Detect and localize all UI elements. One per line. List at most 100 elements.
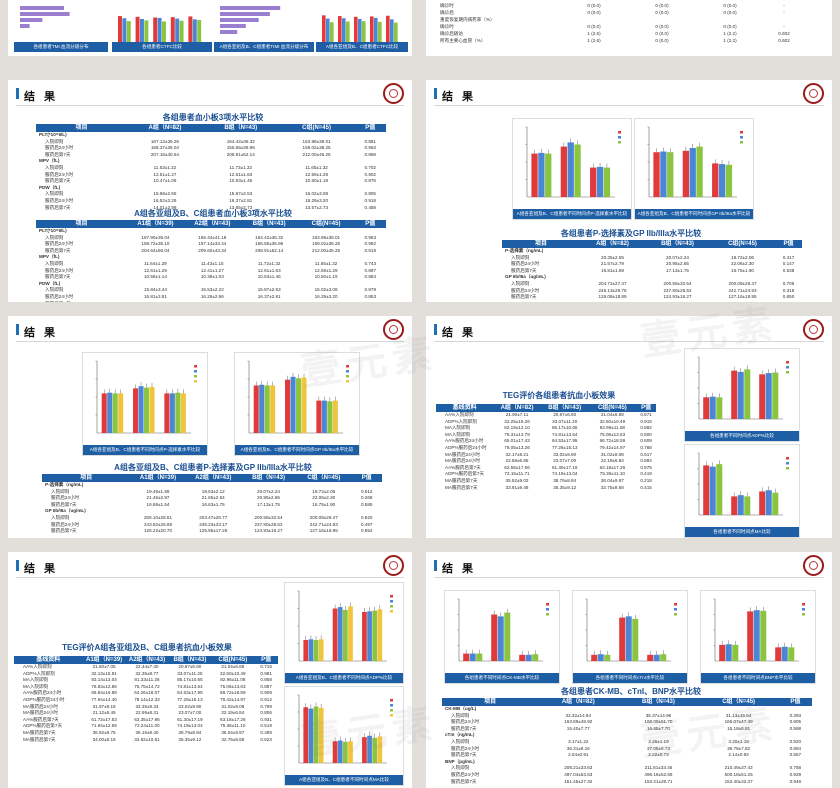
table-cell: 0.417 bbox=[782, 254, 795, 260]
bar bbox=[725, 164, 733, 197]
bar-chart-pselectin: A组各亚组及B、C组患者不同时间点P-选择素水平比较 bbox=[512, 118, 632, 220]
bar bbox=[118, 393, 124, 433]
legend-swatch bbox=[390, 610, 393, 613]
table-row: AA%入院即刻 21.90±7.11 20.87±6.60 21.04±6.88 0.6… bbox=[436, 412, 656, 419]
table-cell: 200.58±32.54 bbox=[254, 514, 283, 520]
table-cell: 20.35±2.55 bbox=[601, 254, 624, 260]
table-row: 服药后24小时 246.13±29.75 237.80±28.62 242.71±24… bbox=[502, 288, 802, 295]
table-cell bbox=[645, 274, 710, 281]
bar bbox=[744, 369, 751, 419]
hbar bbox=[220, 30, 238, 34]
bar bbox=[574, 144, 581, 197]
table-header-cell: C组(N=45) bbox=[302, 125, 331, 131]
chart-caption: 各组患者CTFC比较 bbox=[112, 42, 212, 52]
table-cell: 服药后24小时 bbox=[511, 261, 540, 267]
bar bbox=[377, 609, 383, 661]
table-row: ADP%服药后第7天 71.94±12.59 72.24±11.00 74.19±13… bbox=[14, 723, 278, 730]
table-cell: 36.92±8.75 bbox=[92, 729, 116, 735]
chart-svg bbox=[247, 360, 349, 434]
chart-svg bbox=[713, 598, 805, 662]
table-cell bbox=[298, 254, 355, 261]
table-cell bbox=[184, 254, 241, 261]
legend-swatch bbox=[194, 375, 197, 378]
table-row: AA%服药后第7天 61.72±17.53 63.35±17.95 61.30±17.… bbox=[14, 717, 278, 724]
bar bbox=[667, 152, 674, 197]
table-cell: 0.716 bbox=[260, 664, 272, 669]
table-cell bbox=[203, 158, 279, 165]
hbar-svg bbox=[20, 6, 70, 28]
table-cell: 0.884 bbox=[640, 458, 652, 464]
table-cell: - bbox=[783, 10, 785, 15]
table-cell: 63.18±17.26 bbox=[220, 716, 246, 722]
table-row: MA服药后第7天 34.00±8.19 33.82±10.61 35.35±9.12 3… bbox=[14, 737, 278, 744]
table-cell: 237.80±28.62 bbox=[663, 287, 692, 293]
table-row: 服药后24小时 159.72±35.10 157.14±33.44 156.55±36… bbox=[36, 241, 386, 248]
bar bbox=[716, 464, 723, 515]
table-cell: 0.963 bbox=[364, 145, 376, 151]
table-cell: 0.909 bbox=[260, 690, 272, 696]
table-cell bbox=[127, 132, 203, 139]
table-cell: 12.61±1.29 bbox=[143, 267, 167, 273]
table-row: MA入院即刻 82.19±12.10 85.17±10.65 82.96±11.08 0… bbox=[436, 425, 656, 432]
title-accent bbox=[434, 560, 437, 571]
table-cell bbox=[296, 482, 351, 489]
table-row: 服药后第7天 126.08±18.89 124.93±16.27 127.16±18.… bbox=[502, 294, 802, 301]
legend-swatch bbox=[390, 709, 393, 712]
table-cell: 65.84±16.88 bbox=[91, 690, 117, 696]
table-row: MA服药后第7天 35.52±9.02 38.79±8.94 36.04±9.97 0.… bbox=[436, 478, 656, 485]
table-cell bbox=[764, 16, 804, 23]
table-cell: 10.39±1.03 bbox=[200, 274, 224, 280]
table-cell bbox=[645, 248, 710, 255]
table-cell: 61.30±17.19 bbox=[177, 716, 203, 722]
table-cell: 0 (0.0) bbox=[655, 3, 669, 8]
table-row: 入院即刻 204.72±27.47 200.58±32.54 200.08±28.47… bbox=[502, 281, 802, 288]
table-cell: 158.37±36.04 bbox=[150, 145, 179, 151]
table-cell bbox=[241, 254, 298, 261]
bar bbox=[775, 647, 782, 661]
table-cell bbox=[241, 508, 296, 515]
title-accent bbox=[434, 88, 437, 99]
vbar bbox=[326, 18, 330, 42]
table-cell: 0.497 bbox=[360, 521, 373, 527]
table-cell: 33.02±9.90 bbox=[553, 451, 577, 457]
table-cell: 35.52±9.02 bbox=[505, 477, 529, 483]
table-cell: 82.96±11.08 bbox=[599, 425, 625, 431]
table-cell: 0.805 bbox=[364, 191, 376, 197]
table-cell: 36.78±7.82 bbox=[727, 745, 751, 751]
table-cell: 0.809 bbox=[640, 438, 652, 444]
bar-chart-sub-pselectin: A组各亚组及B、C组患者不同时间点P-选择素水平比较 bbox=[82, 352, 208, 456]
hbar bbox=[220, 24, 246, 28]
table-cell: 21.04±6.88 bbox=[600, 412, 624, 417]
table-cell: 0.894 bbox=[789, 745, 802, 751]
legend-swatch bbox=[802, 603, 805, 606]
bar-chart-sub-gp: A组各亚组及B、C组患者不同时间点GP IIb/IIIa水平比较 bbox=[234, 352, 360, 456]
table-cell: 服药后第7天 bbox=[45, 247, 71, 253]
table-row: AA%服药后第7天 62.58±17.66 61.30±17.19 63.18±17.… bbox=[436, 465, 656, 472]
table-cell: 243.92±25.69 bbox=[143, 521, 173, 527]
title-accent bbox=[16, 324, 19, 335]
table-cell: 208.21±33.63 bbox=[564, 765, 593, 771]
table-cell: 210.49±37.42 bbox=[724, 765, 753, 771]
table-cell: ADP%服药后24小时 bbox=[23, 696, 65, 702]
bar bbox=[372, 737, 378, 763]
vbar bbox=[354, 16, 358, 42]
table-cell: 入院即刻 bbox=[511, 280, 530, 286]
bar bbox=[545, 153, 552, 197]
table-cell: 0.799 bbox=[260, 703, 272, 709]
vbar bbox=[346, 21, 350, 42]
table-cell: 0 (0.0) bbox=[655, 38, 669, 43]
table-header-cell: 基线资料 bbox=[452, 405, 477, 411]
table-cell: MA服药后24小时 bbox=[23, 703, 58, 709]
table-cell: 16.65±7.70 bbox=[646, 725, 670, 731]
table-cell: 153.21±28.71 bbox=[644, 778, 673, 784]
table-row: AA%入院即刻 21.50±7.05 22.44±7.30 20.87±6.60 21.… bbox=[14, 664, 278, 671]
legend-swatch bbox=[546, 613, 549, 616]
table-cell: 0 (0.0) bbox=[723, 24, 737, 29]
table-cell: 0.489 bbox=[260, 729, 272, 735]
table-cell: 0 (0.0) bbox=[587, 10, 601, 15]
table-cell: - bbox=[783, 24, 785, 29]
table-cell bbox=[354, 132, 386, 139]
bar bbox=[175, 392, 181, 433]
table-cell: 0.905 bbox=[789, 719, 802, 725]
table-cell: 11.72±1.32 bbox=[257, 260, 281, 266]
